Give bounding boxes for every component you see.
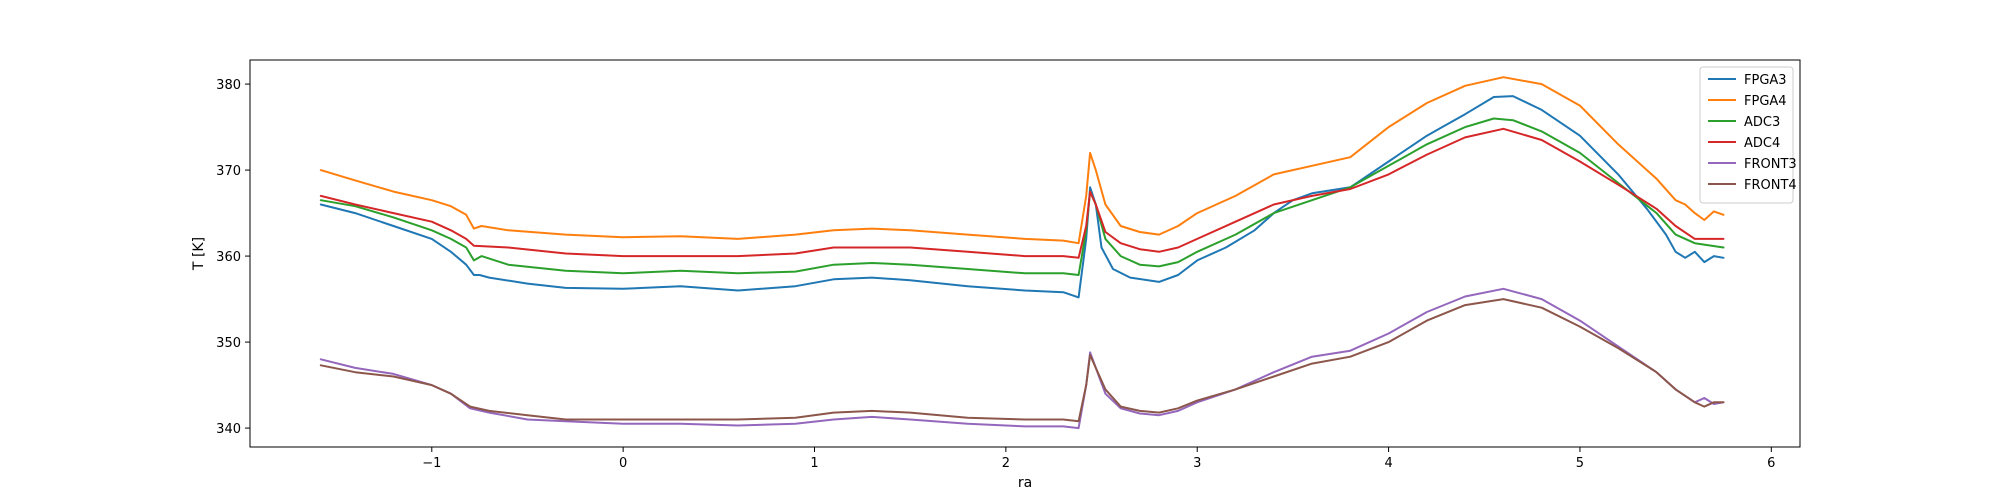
x-tick-label: 0 xyxy=(619,456,627,471)
y-tick-label: 370 xyxy=(216,164,241,179)
x-axis: −1 0 1 2 3 4 5 6 xyxy=(422,447,1775,471)
legend-label-front4: FRONT4 xyxy=(1744,178,1797,193)
x-tick-label: 1 xyxy=(810,456,818,471)
series-line-front4 xyxy=(319,298,1725,423)
legend: FPGA3 FPGA4 ADC3 ADC4 FRONT3 FRONT4 xyxy=(1699,66,1797,204)
y-axis: 340 350 360 370 380 xyxy=(216,78,250,437)
series-layer xyxy=(319,76,1725,430)
y-tick-label: 350 xyxy=(216,336,241,351)
y-tick-label: 360 xyxy=(216,250,241,265)
series-line-adc4 xyxy=(319,127,1725,259)
x-axis-label: ra xyxy=(1018,475,1032,491)
series-line-fpga4 xyxy=(319,76,1725,245)
legend-label-front3: FRONT3 xyxy=(1744,157,1797,172)
x-tick-label: −1 xyxy=(422,456,441,471)
legend-label-adc3: ADC3 xyxy=(1744,115,1780,130)
plot-frame xyxy=(249,59,1801,448)
x-tick-label: 6 xyxy=(1767,456,1775,471)
y-tick-label: 340 xyxy=(216,422,241,437)
x-tick-label: 5 xyxy=(1576,456,1584,471)
legend-label-fpga3: FPGA3 xyxy=(1744,73,1787,88)
x-tick-label: 4 xyxy=(1384,456,1392,471)
y-axis-label: T [K] xyxy=(191,237,207,271)
series-line-fpga3 xyxy=(319,95,1725,299)
legend-label-adc4: ADC4 xyxy=(1744,136,1780,151)
series-line-front3 xyxy=(319,287,1725,430)
y-tick-label: 380 xyxy=(216,78,241,93)
legend-label-fpga4: FPGA4 xyxy=(1744,94,1787,109)
series-line-adc3 xyxy=(319,117,1725,276)
x-tick-label: 3 xyxy=(1193,456,1201,471)
x-tick-label: 2 xyxy=(1002,456,1010,471)
